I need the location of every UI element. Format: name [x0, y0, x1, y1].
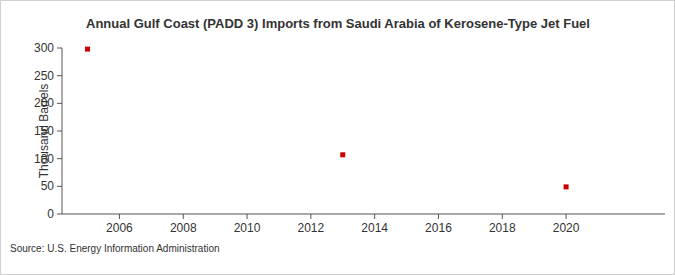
x-tick — [502, 214, 503, 219]
y-tick — [57, 214, 62, 215]
y-tick — [57, 131, 62, 132]
y-tick — [57, 75, 62, 76]
y-axis — [62, 48, 63, 214]
x-tick — [438, 214, 439, 219]
x-tick-label: 2008 — [170, 221, 197, 235]
point — [564, 184, 569, 189]
y-tick — [57, 48, 62, 49]
x-tick — [310, 214, 311, 219]
x-tick — [183, 214, 184, 219]
x-tick — [566, 214, 567, 219]
point — [85, 47, 90, 52]
y-tick-label: 0 — [47, 207, 54, 221]
y-tick — [57, 186, 62, 187]
x-axis — [62, 214, 665, 215]
y-label: Thousand Barrels — [37, 84, 51, 179]
x-tick-label: 2016 — [425, 221, 452, 235]
y-tick-label: 300 — [34, 41, 54, 55]
y-tick-label: 50 — [41, 179, 55, 193]
x-tick-label: 2020 — [553, 221, 580, 235]
y-tick-label: 250 — [34, 69, 54, 83]
x-tick-label: 2012 — [298, 221, 325, 235]
title: Annual Gulf Coast (PADD 3) Imports from … — [86, 16, 590, 31]
background — [1, 1, 675, 275]
x-tick-label: 2014 — [361, 221, 388, 235]
x-tick-label: 2018 — [489, 221, 516, 235]
x-tick-label: 2010 — [234, 221, 261, 235]
x-tick — [247, 214, 248, 219]
x-tick-label: 2006 — [106, 221, 133, 235]
y-tick — [57, 103, 62, 104]
x-tick — [119, 214, 120, 219]
chart: Annual Gulf Coast (PADD 3) Imports from … — [0, 0, 675, 275]
x-tick — [374, 214, 375, 219]
points — [85, 47, 569, 190]
y-tick — [57, 158, 62, 159]
source: Source: U.S. Energy Information Administ… — [10, 243, 220, 254]
point — [340, 152, 345, 157]
